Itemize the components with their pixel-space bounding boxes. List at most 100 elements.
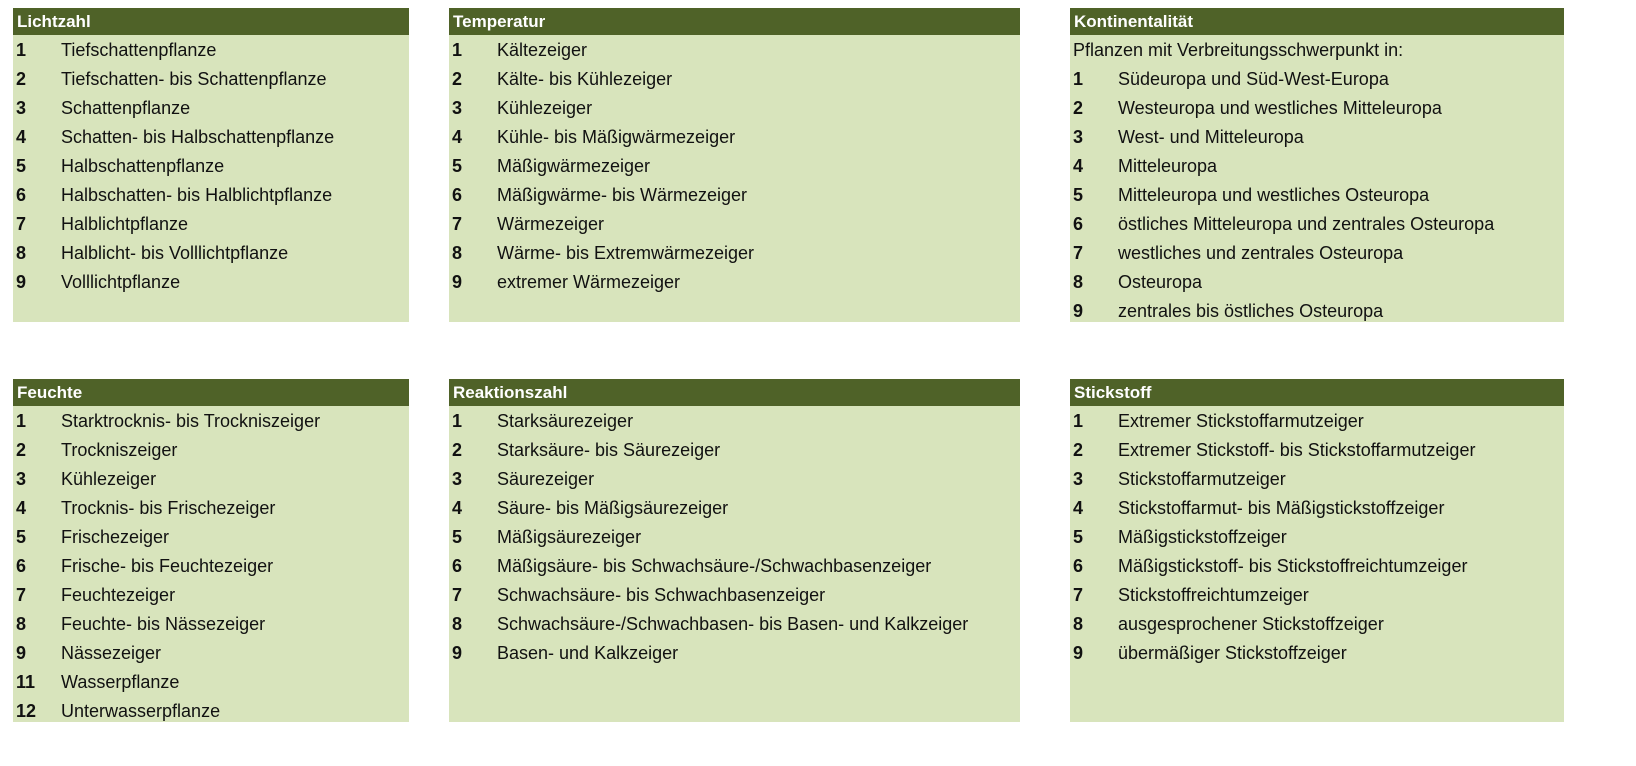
panel-title: Reaktionszahl	[449, 379, 1020, 406]
item-label: Mäßigstickstoff- bis Stickstoffreichtumz…	[1118, 556, 1468, 576]
list-item: 2 Starksäure- bis Säurezeiger	[449, 436, 1020, 465]
item-number: 4	[452, 498, 463, 518]
list-item: 5 Mäßigwärmezeiger	[449, 152, 1020, 181]
item-number: 9	[16, 272, 27, 292]
item-number: 6	[16, 185, 27, 205]
list-item: 6 Mäßigwärme- bis Wärmezeiger	[449, 181, 1020, 210]
item-number: 8	[452, 243, 463, 263]
item-number: 1	[452, 411, 463, 431]
list-item: 2 Tiefschatten- bis Schattenpflanze	[13, 65, 409, 94]
list-item: 5 Mitteleuropa und westliches Osteuropa	[1070, 181, 1564, 210]
list-item: 4 Trocknis- bis Frischezeiger	[13, 494, 409, 523]
item-number: 8	[16, 614, 27, 634]
legend-list: 1 Tiefschattenpflanze 2 Tiefschatten- bis S…	[13, 35, 409, 297]
item-number: 1	[1073, 411, 1084, 431]
item-label: Mitteleuropa	[1118, 156, 1218, 176]
list-item: 7 Wärmezeiger	[449, 210, 1020, 239]
item-label: Osteuropa	[1118, 272, 1203, 292]
item-label: Nässezeiger	[61, 643, 162, 663]
list-item: 9 extremer Wärmezeiger	[449, 268, 1020, 297]
item-label: Kühle- bis Mäßigwärmezeiger	[497, 127, 736, 147]
item-number: 5	[1073, 185, 1084, 205]
panel-title: Feuchte	[13, 379, 409, 406]
item-number: 9	[1073, 643, 1084, 663]
item-number: 5	[1073, 527, 1084, 547]
list-item: 6 Halbschatten- bis Halblichtpflanze	[13, 181, 409, 210]
panel-title: Kontinentalität	[1070, 8, 1564, 35]
list-item: 8 ausgesprochener Stickstoffzeiger	[1070, 610, 1564, 639]
item-label: Stickstoffarmutzeiger	[1118, 469, 1286, 489]
item-label: Mäßigwärmezeiger	[497, 156, 651, 176]
list-item: 7 Halblichtpflanze	[13, 210, 409, 239]
item-number: 7	[452, 214, 463, 234]
item-label: Halbschattenpflanze	[61, 156, 225, 176]
item-label: Kühlezeiger	[497, 98, 593, 118]
item-label: Starktrocknis- bis Trockniszeiger	[61, 411, 321, 431]
item-label: Kälte- bis Kühlezeiger	[497, 69, 673, 89]
list-item: 1 Starktrocknis- bis Trockniszeiger	[13, 407, 409, 436]
item-label: Stickstoffarmut- bis Mäßigstickstoffzeig…	[1118, 498, 1445, 518]
item-label: Mäßigstickstoffzeiger	[1118, 527, 1287, 547]
item-number: 9	[16, 643, 27, 663]
item-number: 2	[1073, 98, 1084, 118]
item-label: Schwachsäure-/Schwachbasen- bis Basen- u…	[497, 614, 969, 634]
item-number: 7	[1073, 243, 1084, 263]
panel-stickstoff: Stickstoff 1 Extremer Stickstoffarmutzeige…	[1070, 379, 1564, 722]
item-label: Starksäurezeiger	[497, 411, 634, 431]
item-label: Extremer Stickstoff- bis Stickstoffarmut…	[1118, 440, 1476, 460]
item-number: 8	[16, 243, 27, 263]
item-label: Schwachsäure- bis Schwachbasenzeiger	[497, 585, 826, 605]
item-label: Trocknis- bis Frischezeiger	[61, 498, 276, 518]
legend-list: 1 Starksäurezeiger 2 Starksäure- bis Säurez…	[449, 406, 1020, 668]
list-item: 8 Osteuropa	[1070, 268, 1564, 297]
item-number: 7	[16, 214, 27, 234]
list-item: 2 Westeuropa und westliches Mitteleuropa	[1070, 94, 1564, 123]
item-label: Tiefschattenpflanze	[61, 40, 217, 60]
list-item: 6 Mäßigstickstoff- bis Stickstoffreichtum…	[1070, 552, 1564, 581]
item-label: Basen- und Kalkzeiger	[497, 643, 679, 663]
item-number: 7	[1073, 585, 1084, 605]
panel-title: Stickstoff	[1070, 379, 1564, 406]
list-item: 3 Schattenpflanze	[13, 94, 409, 123]
item-number: 3	[16, 469, 27, 489]
list-item: 6 östliches Mitteleuropa und zentrales Os…	[1070, 210, 1564, 239]
item-label: Säurezeiger	[497, 469, 595, 489]
item-label: östliches Mitteleuropa und zentrales Ost…	[1118, 214, 1495, 234]
item-number: 5	[16, 156, 27, 176]
list-item: 1 Südeuropa und Süd-West-Europa	[1070, 65, 1564, 94]
list-item: 1 Starksäurezeiger	[449, 407, 1020, 436]
item-number: 2	[1073, 440, 1084, 460]
legend-list: 1 Starktrocknis- bis Trockniszeiger 2 Trock…	[13, 406, 409, 726]
list-item: 2 Extremer Stickstoff- bis Stickstoffarmu…	[1070, 436, 1564, 465]
item-number: 1	[16, 411, 27, 431]
item-label: Halblicht- bis Volllichtpflanze	[61, 243, 289, 263]
item-number: 11	[16, 672, 36, 692]
item-label: zentrales bis östliches Osteuropa	[1118, 301, 1384, 321]
item-label: Volllichtpflanze	[61, 272, 181, 292]
item-number: 6	[1073, 556, 1084, 576]
list-item: 8 Halblicht- bis Volllichtpflanze	[13, 239, 409, 268]
item-label: West- und Mitteleuropa	[1118, 127, 1304, 147]
item-number: 6	[452, 556, 463, 576]
list-item: 3 Säurezeiger	[449, 465, 1020, 494]
item-label: Tiefschatten- bis Schattenpflanze	[61, 69, 327, 89]
list-item: 9 zentrales bis östliches Osteuropa	[1070, 297, 1564, 326]
item-number: 2	[452, 69, 463, 89]
item-number: 2	[16, 440, 27, 460]
item-number: 4	[1073, 498, 1084, 518]
item-label: Starksäure- bis Säurezeiger	[497, 440, 721, 460]
item-label: Frische- bis Feuchtezeiger	[61, 556, 274, 576]
item-number: 12	[16, 701, 37, 721]
legend-list: Pflanzen mit Verbreitungsschwerpunkt in:…	[1070, 35, 1564, 326]
item-label: Säure- bis Mäßigsäurezeiger	[497, 498, 729, 518]
list-item: 1 Extremer Stickstoffarmutzeiger	[1070, 407, 1564, 436]
item-number: 1	[452, 40, 463, 60]
list-item: 4 Mitteleuropa	[1070, 152, 1564, 181]
item-label: Stickstoffreichtumzeiger	[1118, 585, 1309, 605]
item-label: Kältezeiger	[497, 40, 588, 60]
item-label: westliches und zentrales Osteuropa	[1118, 243, 1404, 263]
legend-list: 1 Kältezeiger 2 Kälte- bis Kühlezeiger 3 Kühl…	[449, 35, 1020, 297]
list-item: 1 Kältezeiger	[449, 36, 1020, 65]
list-item: 6 Mäßigsäure- bis Schwachsäure-/Schwachba…	[449, 552, 1020, 581]
panel-temperatur: Temperatur 1 Kältezeiger 2 Kälte- bis Kühlez…	[449, 8, 1020, 322]
